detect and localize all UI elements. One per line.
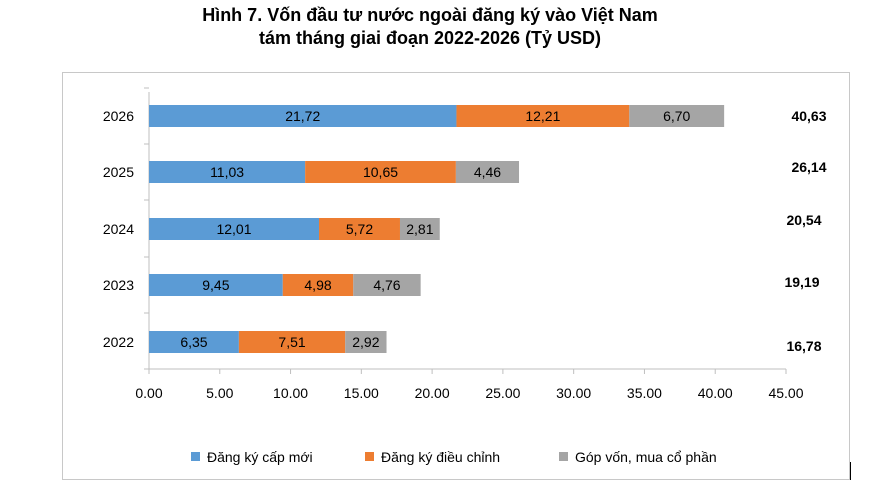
- category-label-2022: 2022: [103, 334, 134, 350]
- total-label-2026: 40,63: [791, 108, 826, 124]
- x-tick-label: 40.00: [698, 385, 733, 401]
- bar-segment-2023-s1: [282, 274, 354, 296]
- total-label-2025: 26,14: [791, 159, 826, 175]
- bar-segment-2026-s2: [629, 105, 725, 127]
- bar-value-label: 5,72: [346, 221, 373, 237]
- bar-value-label: 10,65: [363, 164, 398, 180]
- category-label-2023: 2023: [103, 277, 134, 293]
- total-label-2022: 16,78: [786, 338, 821, 354]
- x-tick-label: 45.00: [768, 385, 803, 401]
- bar-value-label: 2,81: [406, 221, 433, 237]
- x-tick-label: 5.00: [206, 385, 233, 401]
- x-tick-label: 20.00: [415, 385, 450, 401]
- frame-corner-mark: [850, 462, 851, 480]
- bar-segment-2026-s1: [456, 105, 630, 127]
- chart-title-line-1: Hình 7. Vốn đầu tư nước ngoài đăng ký và…: [202, 5, 658, 25]
- category-label-2024: 2024: [103, 221, 134, 237]
- bar-segment-2022-s2: [345, 331, 387, 353]
- x-tick-label: 35.00: [627, 385, 662, 401]
- legend-label-0: Đăng ký cấp mới: [207, 449, 313, 465]
- total-label-2023: 19,19: [784, 274, 819, 290]
- bar-segment-2026-s0: [149, 105, 457, 127]
- legend-label-2: Góp vốn, mua cổ phần: [575, 449, 717, 465]
- bar-segment-2025-s0: [149, 161, 306, 183]
- bar-segment-2022-s0: [149, 331, 239, 353]
- bar-value-label: 4,98: [304, 277, 331, 293]
- bar-value-label: 9,45: [202, 277, 229, 293]
- bar-value-label: 6,70: [663, 108, 690, 124]
- bar-value-label: 12,01: [216, 221, 251, 237]
- bar-segment-2023-s0: [149, 274, 283, 296]
- bar-value-label: 11,03: [210, 164, 244, 180]
- bar-segment-2023-s2: [353, 274, 421, 296]
- x-tick-label: 15.00: [344, 385, 379, 401]
- legend-swatch-0: [191, 452, 200, 461]
- x-tick-label: 0.00: [135, 385, 162, 401]
- chart-title-line-2: tám tháng giai đoạn 2022-2026 (Tỷ USD): [258, 28, 602, 48]
- bar-segment-2022-s1: [238, 331, 346, 353]
- bar-value-label: 2,92: [352, 334, 379, 350]
- bar-value-label: 6,35: [180, 334, 207, 350]
- bar-value-label: 12,21: [525, 108, 560, 124]
- bar-segment-2024-s1: [319, 218, 400, 240]
- category-label-2025: 2025: [103, 164, 134, 180]
- legend-label-1: Đăng ký điều chỉnh: [381, 449, 500, 465]
- total-label-2024: 20,54: [786, 212, 821, 228]
- x-tick-label: 10.00: [273, 385, 308, 401]
- bar-segment-2025-s2: [455, 161, 520, 183]
- bar-segment-2024-s0: [149, 218, 320, 240]
- legend-swatch-1: [365, 452, 374, 461]
- bar-value-label: 4,76: [373, 277, 400, 293]
- chart-frame: [62, 72, 850, 480]
- bar-segment-2025-s1: [305, 161, 456, 183]
- category-label-2026: 2026: [103, 108, 134, 124]
- legend-swatch-2: [559, 452, 568, 461]
- x-tick-label: 25.00: [485, 385, 520, 401]
- chart-title: Hình 7. Vốn đầu tư nước ngoài đăng ký và…: [0, 4, 860, 50]
- x-tick-label: 30.00: [556, 385, 591, 401]
- bar-value-label: 7,51: [278, 334, 305, 350]
- bar-segment-2024-s2: [399, 218, 440, 240]
- bar-value-label: 4,46: [474, 164, 501, 180]
- bar-value-label: 21,72: [285, 108, 320, 124]
